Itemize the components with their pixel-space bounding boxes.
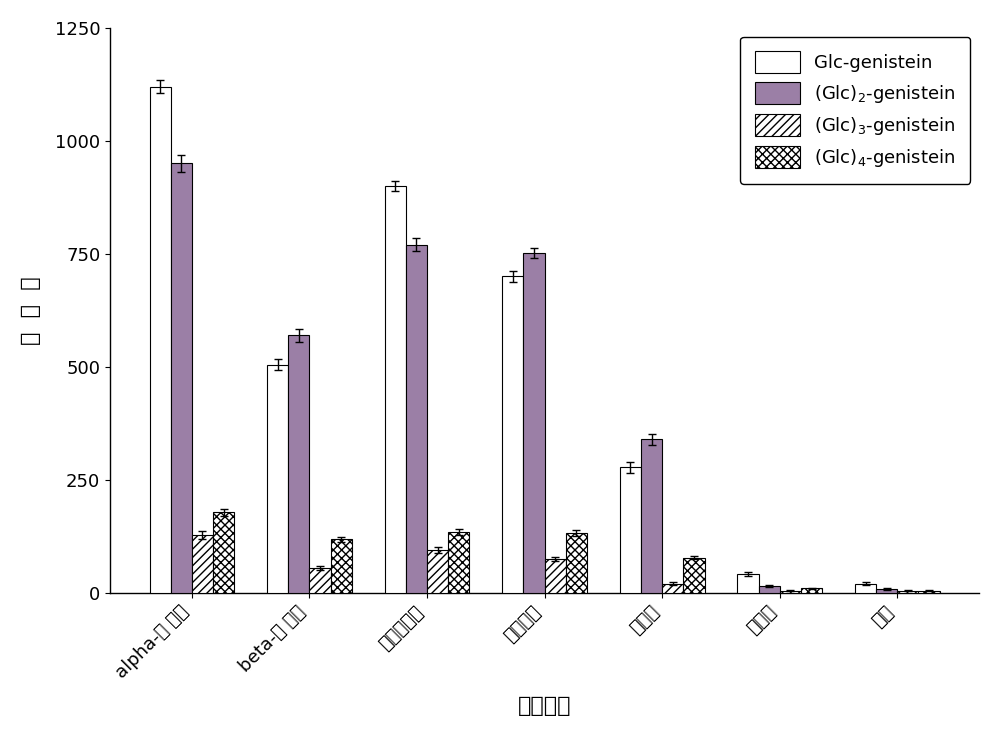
Bar	[331, 539, 352, 593]
Bar	[192, 535, 213, 593]
Y-axis label: 峰  面  积: 峰 面 积	[21, 276, 41, 345]
Bar	[523, 253, 545, 593]
Bar	[288, 335, 309, 593]
Bar	[150, 86, 171, 593]
Bar	[267, 365, 288, 593]
Bar	[545, 559, 566, 593]
Bar	[309, 568, 331, 593]
Bar	[406, 245, 427, 593]
Bar	[213, 512, 234, 593]
Legend: Glc-genistein, (Glc)$_2$-genistein, (Glc)$_3$-genistein, (Glc)$_4$-genistein: Glc-genistein, (Glc)$_2$-genistein, (Glc…	[740, 37, 970, 184]
Bar	[759, 586, 780, 593]
Bar	[641, 439, 662, 593]
Bar	[855, 584, 876, 593]
Bar	[620, 467, 641, 593]
Bar	[427, 550, 448, 593]
Bar	[780, 590, 801, 593]
Bar	[385, 186, 406, 593]
Bar	[918, 590, 940, 593]
Bar	[171, 164, 192, 593]
Bar	[683, 558, 705, 593]
Bar	[448, 532, 469, 593]
X-axis label: 糖基供体: 糖基供体	[518, 696, 571, 716]
Bar	[502, 276, 523, 593]
Bar	[876, 589, 897, 593]
Bar	[897, 590, 918, 593]
Bar	[566, 533, 587, 593]
Bar	[662, 584, 683, 593]
Bar	[801, 588, 822, 593]
Bar	[737, 574, 759, 593]
